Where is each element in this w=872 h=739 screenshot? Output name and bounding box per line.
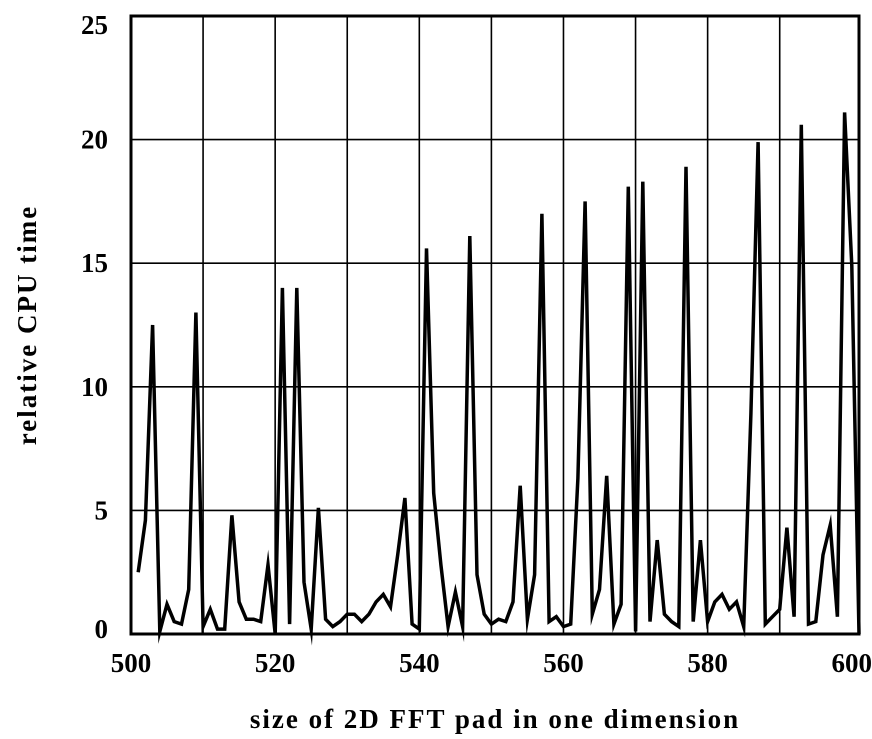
x-tick-label-580: 580 bbox=[687, 648, 728, 678]
y-tick-label-25: 25 bbox=[81, 10, 108, 40]
grid-layer bbox=[131, 16, 859, 634]
y-tick-label-5: 5 bbox=[95, 495, 109, 525]
y-tick-label-10: 10 bbox=[81, 372, 108, 402]
x-axis-title: size of 2D FFT pad in one dimension bbox=[250, 704, 740, 734]
y-tick-label-20: 20 bbox=[81, 125, 108, 155]
plot-frame bbox=[129, 14, 861, 636]
x-tick-label-500: 500 bbox=[111, 648, 152, 678]
series-layer bbox=[136, 112, 861, 646]
x-tick-label-600: 600 bbox=[832, 648, 872, 678]
x-tick-label-560: 560 bbox=[543, 648, 584, 678]
series-line-0 bbox=[136, 112, 861, 646]
y-tick-label-0: 0 bbox=[95, 614, 109, 644]
y-axis-title: relative CPU time bbox=[12, 205, 42, 445]
tick-label-layer: 500 520 540 560 580 600 0 5 10 15 20 25 bbox=[81, 10, 872, 678]
y-tick-label-15: 15 bbox=[81, 248, 108, 278]
x-tick-label-540: 540 bbox=[399, 648, 440, 678]
x-tick-label-520: 520 bbox=[255, 648, 296, 678]
